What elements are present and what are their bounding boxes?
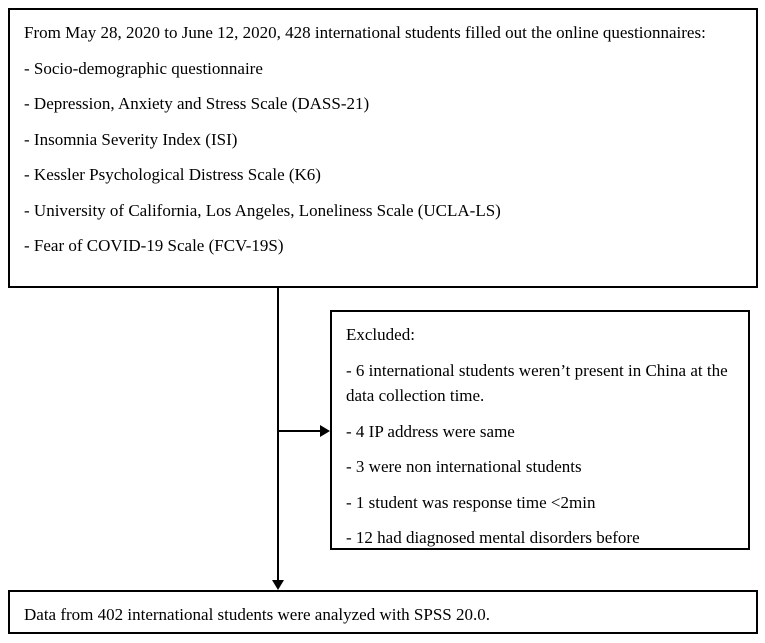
arrow-right-icon [320, 425, 330, 437]
questionnaire-item: - Socio-demographic questionnaire [24, 56, 742, 82]
questionnaire-item: - Fear of COVID-19 Scale (FCV-19S) [24, 233, 742, 259]
questionnaires-box: From May 28, 2020 to June 12, 2020, 428 … [8, 8, 758, 288]
questionnaire-item: - Insomnia Severity Index (ISI) [24, 127, 742, 153]
questionnaire-item: - Depression, Anxiety and Stress Scale (… [24, 91, 742, 117]
excluded-box: Excluded: - 6 international students wer… [330, 310, 750, 550]
arrow-down-icon [272, 580, 284, 590]
excluded-item: - 12 had diagnosed mental disorders befo… [346, 525, 734, 551]
questionnaire-item: - University of California, Los Angeles,… [24, 198, 742, 224]
excluded-heading: Excluded: [346, 322, 734, 348]
flow-connector-vertical [277, 288, 279, 580]
excluded-item: - 4 IP address were same [346, 419, 734, 445]
questionnaires-heading: From May 28, 2020 to June 12, 2020, 428 … [24, 20, 742, 46]
questionnaire-item: - Kessler Psychological Distress Scale (… [24, 162, 742, 188]
analyzed-text: Data from 402 international students wer… [24, 605, 490, 624]
excluded-item: - 1 student was response time <2min [346, 490, 734, 516]
excluded-item: - 3 were non international students [346, 454, 734, 480]
analyzed-box: Data from 402 international students wer… [8, 590, 758, 634]
excluded-item: - 6 international students weren’t prese… [346, 358, 734, 409]
flow-connector-horizontal [278, 430, 322, 432]
